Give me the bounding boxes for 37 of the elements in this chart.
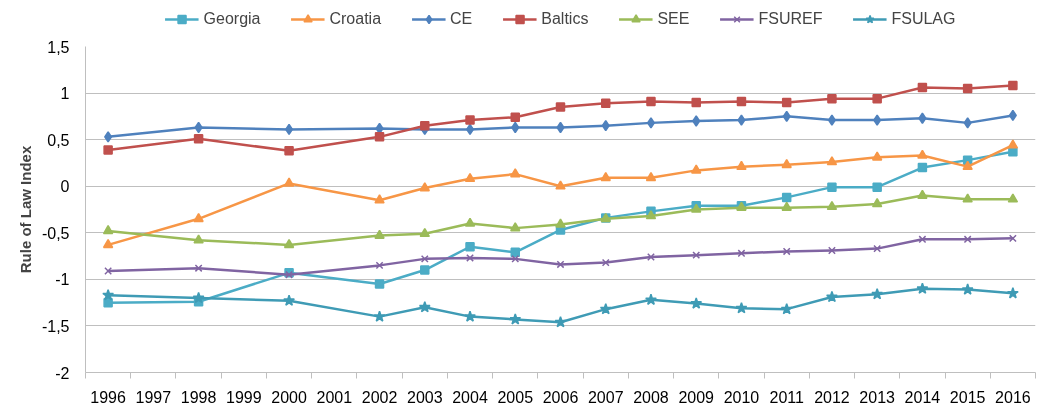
legend-label: FSUREF	[758, 10, 823, 28]
x-tick-label: 2001	[316, 388, 353, 406]
y-tick-label: -0,5	[41, 224, 70, 242]
x-tick-label: 2008	[633, 388, 669, 406]
legend-label: Georgia	[203, 10, 261, 28]
y-tick-label: 1,5	[47, 38, 70, 56]
x-tick-label: 1998	[180, 388, 217, 406]
legend-label: Croatia	[329, 10, 382, 28]
x-tick-label: 2007	[587, 388, 624, 406]
x-tick-label: 1996	[90, 388, 127, 406]
x-tick-label: 1999	[226, 388, 262, 406]
y-tick-label: -1,5	[41, 317, 70, 335]
x-tick-label: 2013	[859, 388, 896, 406]
y-tick-label: -2	[55, 364, 70, 382]
x-tick-label: 2005	[497, 388, 534, 406]
x-tick-label: 2012	[814, 388, 850, 406]
x-tick-label: 2004	[452, 388, 488, 406]
x-tick-label: 2002	[361, 388, 398, 406]
x-tick-label: 2016	[995, 388, 1031, 406]
legend-label: CE	[450, 10, 473, 28]
x-tick-label: 2009	[678, 388, 715, 406]
legend-label: FSULAG	[891, 10, 956, 28]
y-tick-label: -1	[55, 271, 70, 289]
legend-label: Baltics	[541, 10, 589, 28]
x-tick-label: 2003	[406, 388, 443, 406]
x-tick-label: 2006	[542, 388, 579, 406]
x-tick-label: 2014	[904, 388, 941, 406]
x-tick-label: 2010	[723, 388, 760, 406]
x-tick-label: 2011	[769, 388, 804, 406]
x-tick-label: 1997	[135, 388, 172, 406]
y-axis-title: Rule of Law Index	[16, 145, 34, 274]
legend-label: SEE	[657, 10, 690, 28]
y-tick-label: 1	[60, 85, 70, 103]
y-tick-label: 0	[60, 178, 70, 196]
y-tick-label: 0,5	[47, 131, 70, 149]
x-tick-label: 2000	[271, 388, 307, 406]
x-tick-label: 2015	[949, 388, 986, 406]
